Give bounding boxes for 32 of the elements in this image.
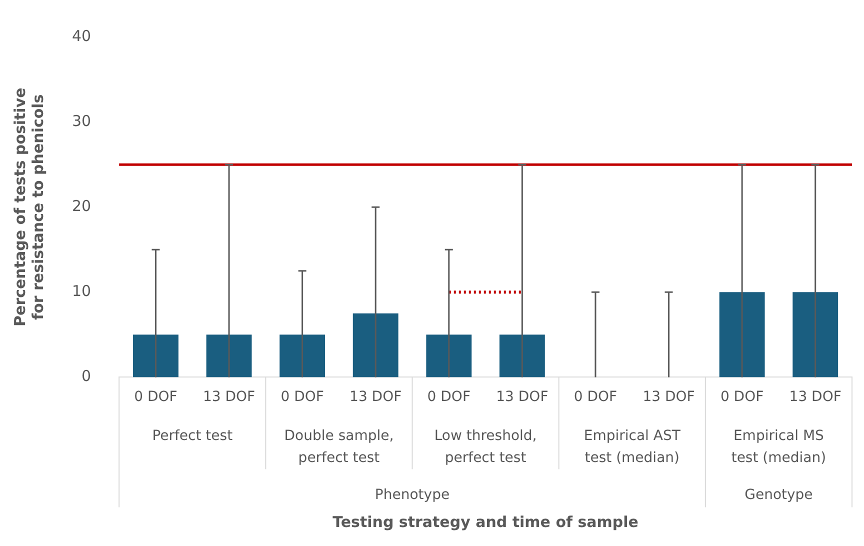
text: Genotype [744, 486, 813, 503]
bar [352, 313, 398, 378]
text: Double sample, perfect test [284, 428, 394, 466]
bar [133, 334, 178, 378]
x-tick-label: 0 DOF [280, 389, 324, 406]
text: Testing strategy and time of sample [332, 513, 638, 532]
bar [499, 334, 545, 378]
x-tick-label: 0 DOF [427, 389, 471, 406]
bar [280, 334, 326, 378]
bar [792, 292, 838, 378]
x-tick-label: 0 DOF [720, 389, 764, 406]
text: Empirical AST test (median) [584, 428, 681, 466]
y-axis-title: Percentage of tests positive for resistance to phenicols [10, 88, 47, 326]
x-tick-label: 13 DOF [642, 389, 695, 406]
y-tick-label: 20 [72, 196, 92, 215]
x-tick-label: 13 DOF [496, 389, 548, 406]
text: Empirical MS test (median) [731, 428, 826, 466]
x-tick-label: 13 DOF [350, 389, 402, 406]
x-tick-label: 0 DOF [574, 389, 618, 406]
y-tick-label: 0 [82, 367, 92, 386]
x-tick-label: 0 DOF [134, 389, 178, 406]
y-tick-label: 40 [72, 26, 92, 45]
text: Perfect test [152, 428, 234, 444]
bar [719, 292, 765, 378]
bar [206, 334, 252, 378]
bar [426, 334, 472, 378]
x-tick-label: 13 DOF [202, 389, 256, 406]
text: Low threshold, perfect test [434, 428, 537, 466]
text: Phenotype [374, 486, 450, 503]
y-tick-label: 30 [72, 112, 92, 130]
x-tick-label: 13 DOF [789, 389, 842, 406]
y-tick-label: 10 [72, 282, 92, 300]
